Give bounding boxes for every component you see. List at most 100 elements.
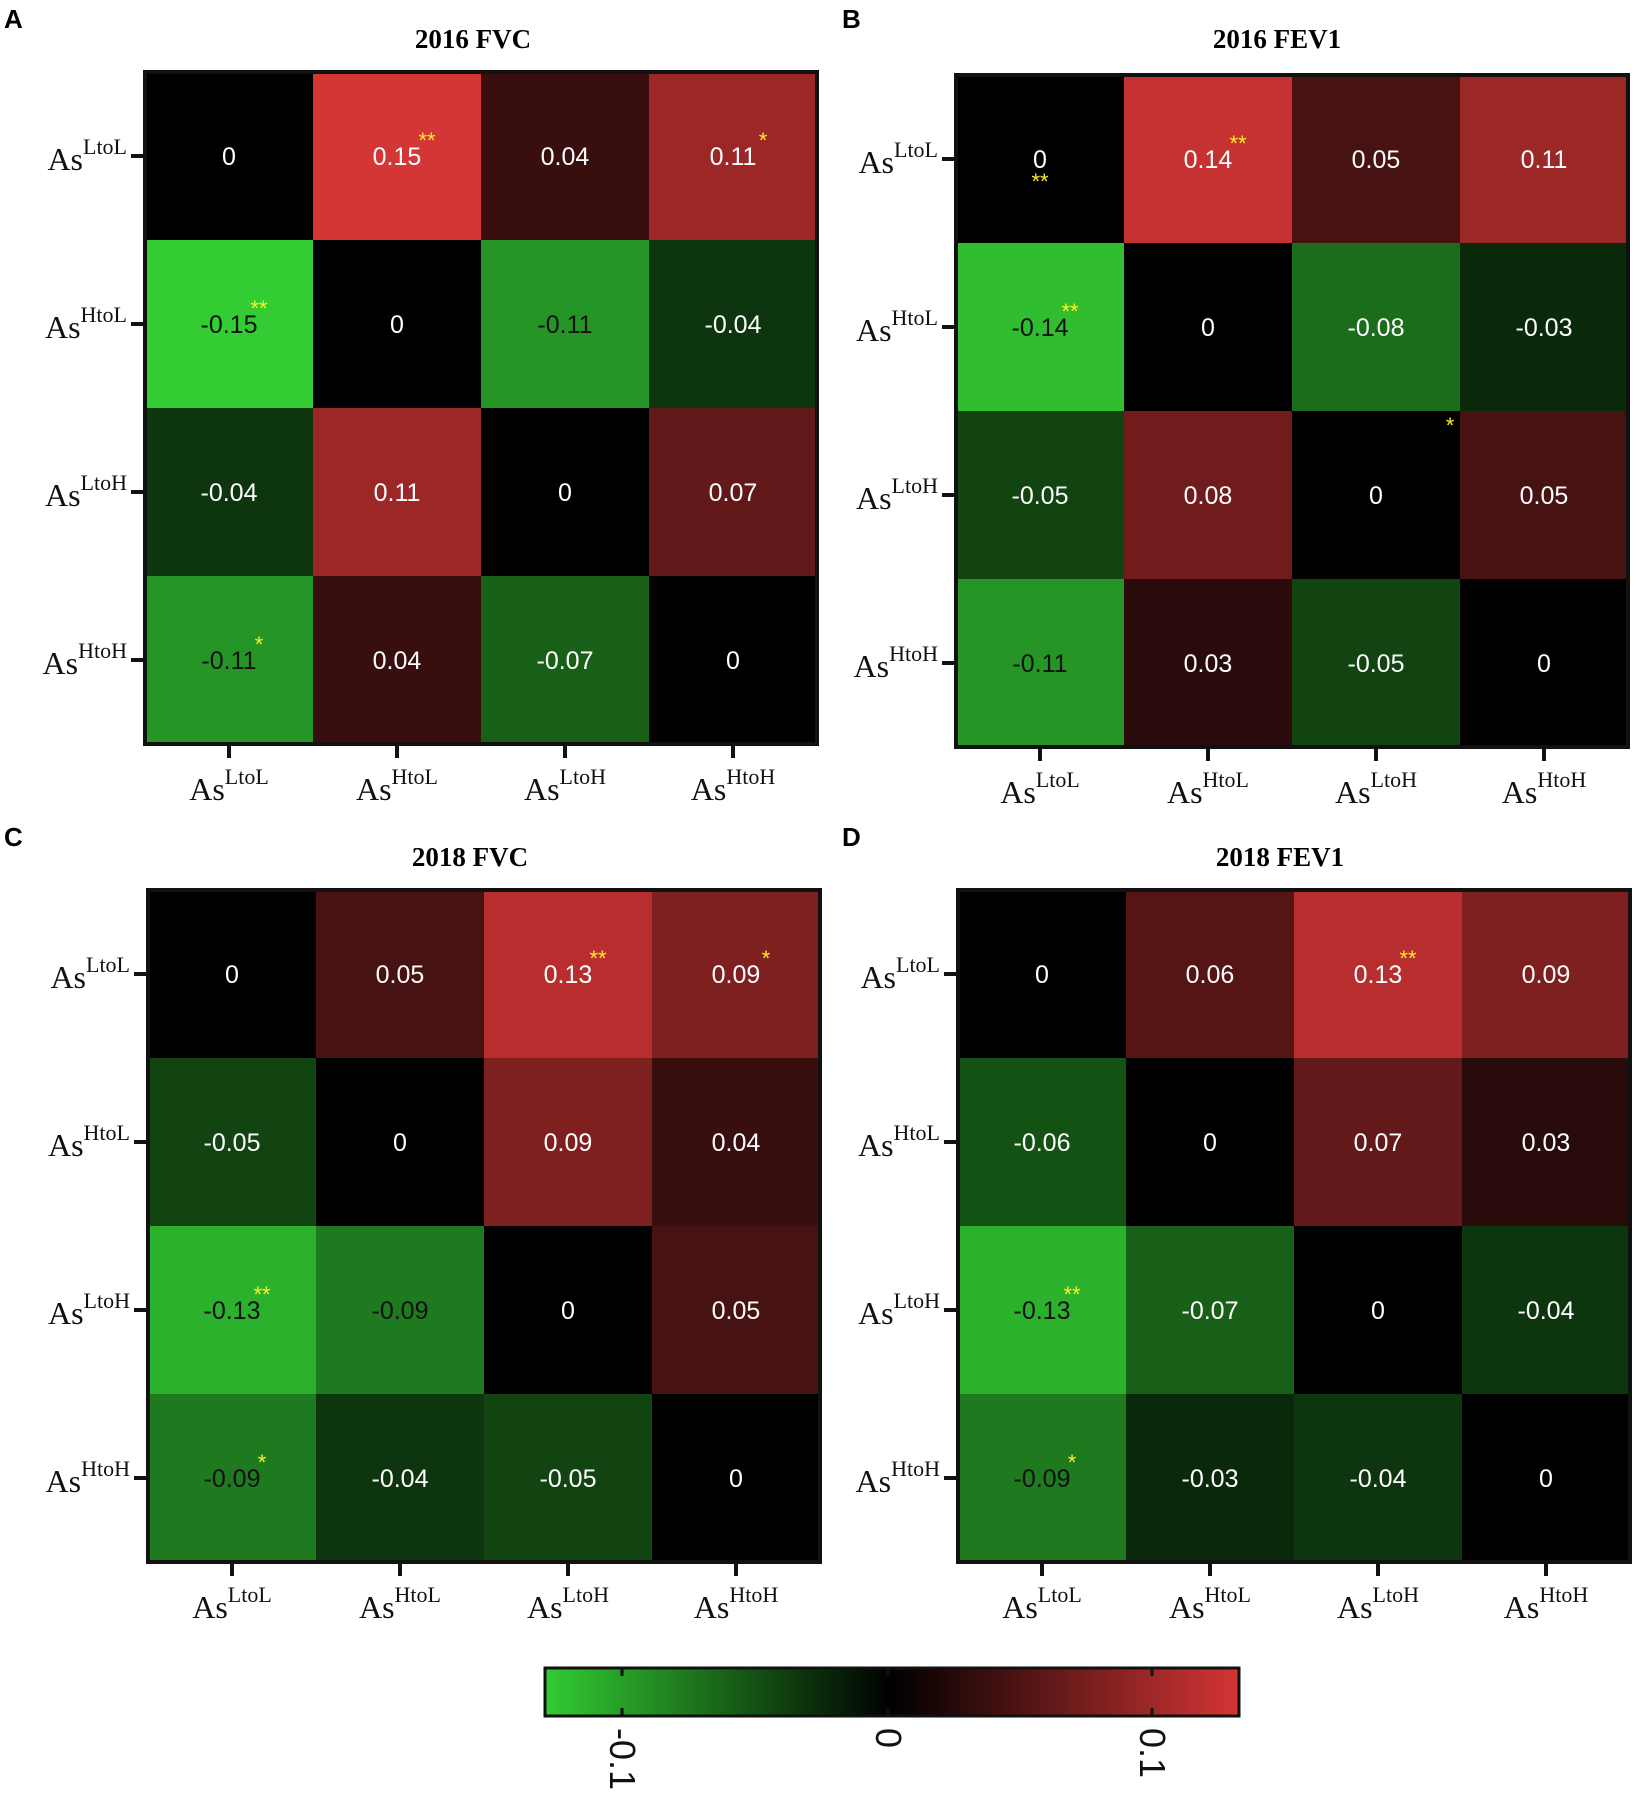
heatmap-cell (958, 1226, 1126, 1394)
heatmap-cell (652, 1058, 820, 1226)
cell-value-label: 0.11 (374, 479, 421, 507)
colorbar-tick-label: 0 (868, 1728, 909, 1748)
heatmap-cell (148, 1058, 316, 1226)
heatmap-cell (652, 890, 820, 1058)
cell-value-label: 0.07 (1354, 1129, 1403, 1157)
heatmap-cell (1460, 579, 1628, 747)
heatmap-cell (1462, 1058, 1630, 1226)
column-label: AsHtoH (694, 1582, 779, 1625)
significance-mark: ** (589, 946, 607, 971)
heatmap-cell (313, 240, 481, 408)
cell-value-label: 0 (726, 647, 740, 675)
cell-value-label: -0.11 (537, 311, 592, 339)
heatmap-cell (145, 72, 313, 240)
heatmap-cell (316, 1226, 484, 1394)
cell-value-label: -0.09 (204, 1465, 261, 1493)
column-label: AsLtoH (524, 764, 606, 807)
heatmap-cell (1462, 1226, 1630, 1394)
cell-value-label: -0.04 (1350, 1465, 1407, 1493)
column-label: AsLtoL (1000, 767, 1080, 810)
significance-mark: ** (418, 128, 436, 153)
cell-value-label: 0.13 (544, 961, 593, 989)
cell-value-label: 0 (1537, 650, 1551, 678)
cell-value-label: -0.09 (1014, 1465, 1071, 1493)
significance-mark: ** (1063, 1282, 1081, 1307)
heatmap-frame (954, 73, 1630, 749)
row-label: AsHtoL (45, 302, 127, 345)
heatmap-cell (956, 579, 1124, 747)
panel-title: 2018 FVC (412, 842, 528, 872)
significance-mark: * (1446, 413, 1455, 438)
row-label: AsLtoH (48, 1288, 130, 1331)
heatmap-cell (652, 1394, 820, 1562)
cell-value-label: 0.09 (544, 1129, 593, 1157)
heatmap-cell (652, 1226, 820, 1394)
heatmap-cell (1294, 1226, 1462, 1394)
heatmap-cell (1292, 411, 1460, 579)
cell-value-label: 0.09 (1522, 961, 1571, 989)
cell-value-label: 0.14 (1184, 146, 1233, 174)
cell-value-label: 0 (1203, 1129, 1217, 1157)
column-label: AsHtoL (359, 1582, 441, 1625)
heatmap-cell (956, 75, 1124, 243)
column-label: AsHtoL (356, 764, 438, 807)
heatmap-cell (145, 240, 313, 408)
column-label: AsLtoL (192, 1582, 272, 1625)
cell-value-label: -0.13 (1014, 1297, 1071, 1325)
cell-value-label: 0 (729, 1465, 743, 1493)
heatmap-cell (649, 576, 817, 744)
cell-value-label: 0.13 (1354, 961, 1403, 989)
panel-letter: A (4, 4, 23, 34)
heatmap-cell (148, 890, 316, 1058)
cell-value-label: 0.03 (1522, 1129, 1571, 1157)
cell-value-label: 0 (1033, 146, 1047, 174)
heatmap-cell (481, 408, 649, 576)
cell-value-label: 0 (1369, 482, 1383, 510)
heatmap-cell (1460, 243, 1628, 411)
column-label: AsLtoH (527, 1582, 609, 1625)
cell-value-label: -0.07 (1182, 1297, 1239, 1325)
colorbar-gradient (543, 1666, 1241, 1718)
cell-value-label: -0.04 (372, 1465, 429, 1493)
cell-value-label: -0.14 (1012, 314, 1069, 342)
cell-value-label: 0 (1539, 1465, 1553, 1493)
cell-value-label: -0.04 (1518, 1297, 1575, 1325)
heatmap-cell (1124, 75, 1292, 243)
row-label: AsLtoL (50, 952, 130, 995)
cell-value-label: -0.15 (201, 311, 258, 339)
cell-value-label: 0.04 (712, 1129, 761, 1157)
heatmap-cell (956, 411, 1124, 579)
row-label: AsHtoL (858, 1120, 940, 1163)
colorbar-tick-label: -0.1 (602, 1728, 643, 1790)
row-label: AsHtoL (856, 305, 938, 348)
row-label: AsLtoL (858, 137, 938, 180)
cell-value-label: 0 (561, 1297, 575, 1325)
cell-value-label: 0 (1371, 1297, 1385, 1325)
cell-value-label: -0.11 (201, 647, 256, 675)
cell-value-label: -0.04 (201, 479, 258, 507)
cell-value-label: -0.09 (372, 1297, 429, 1325)
heatmap-cell (1294, 890, 1462, 1058)
heatmap-cell (313, 576, 481, 744)
cell-value-label: 0.05 (1352, 146, 1401, 174)
column-label: AsLtoL (189, 764, 269, 807)
cell-value-label: 0.05 (1520, 482, 1569, 510)
heatmap-cell (484, 1226, 652, 1394)
cell-value-label: 0.03 (1184, 650, 1233, 678)
cell-value-label: 0.05 (376, 961, 425, 989)
significance-mark: ** (253, 1282, 271, 1307)
panel-letter: C (4, 822, 23, 852)
heatmap-frame (956, 888, 1632, 1564)
heatmap-cell (1126, 890, 1294, 1058)
column-label: AsLtoH (1335, 767, 1417, 810)
cell-value-label: -0.13 (204, 1297, 261, 1325)
heatmap-cell (481, 576, 649, 744)
heatmap-cell (958, 1394, 1126, 1562)
cell-value-label: 0.11 (710, 143, 757, 171)
heatmap-cell (958, 890, 1126, 1058)
panel-letter: D (842, 822, 861, 852)
column-label: AsLtoH (1337, 1582, 1419, 1625)
